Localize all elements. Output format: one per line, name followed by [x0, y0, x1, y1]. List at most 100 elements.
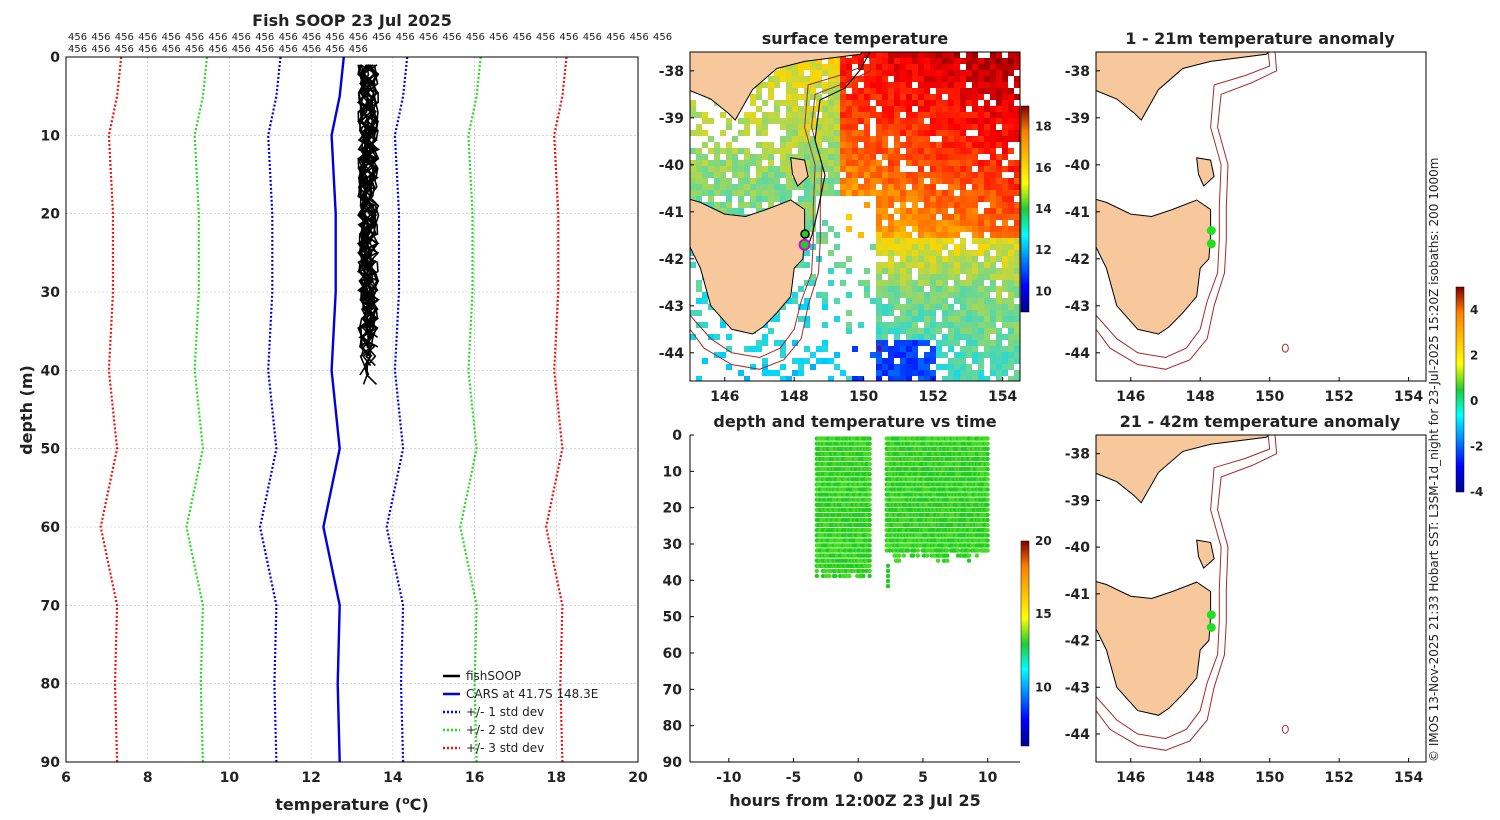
sst-cell	[942, 334, 948, 340]
sst-cell	[996, 160, 1002, 166]
sst-cell	[1014, 232, 1020, 238]
sst-cell	[816, 166, 822, 172]
anomaly-21-42-x-ticks: 146 148 150 152 154	[1116, 758, 1423, 786]
sst-cell	[888, 94, 894, 100]
sst-cell	[774, 178, 780, 184]
sst-cell	[792, 370, 798, 376]
sst-cell	[1008, 178, 1014, 184]
sst-cell	[894, 148, 900, 154]
depth-time-point	[976, 548, 981, 553]
sst-cell	[924, 148, 930, 154]
sst-cell	[810, 190, 816, 196]
sst-map-title: surface temperature	[762, 29, 949, 48]
sst-cell	[846, 166, 852, 172]
sst-cell	[984, 106, 990, 112]
depth-time-point	[820, 573, 826, 579]
sst-cell	[996, 286, 1002, 292]
sst-cell	[906, 208, 912, 214]
sst-cell	[1002, 364, 1008, 370]
sst-cell	[804, 154, 810, 160]
sst-cell	[834, 298, 840, 304]
sst-cell	[1008, 118, 1014, 124]
sst-cell	[714, 166, 720, 172]
sst-cell	[918, 130, 924, 136]
sst-cell	[912, 286, 918, 292]
sst-cell	[834, 166, 840, 172]
sst-cell	[1014, 316, 1020, 322]
sst-cell	[990, 106, 996, 112]
depth-time-point	[966, 553, 972, 558]
sst-cell	[864, 286, 870, 292]
sst-cell	[918, 106, 924, 112]
sst-cell	[774, 172, 780, 178]
sst-cell	[882, 340, 888, 346]
depth-time-point	[985, 522, 990, 528]
anomaly-1-21-y-tick-label: -44	[1065, 346, 1091, 362]
depth-time-point	[867, 543, 872, 548]
sst-cell	[732, 160, 738, 166]
anomaly-colorbar-ticks: 420-2-4	[1470, 303, 1483, 499]
sst-cell	[690, 310, 696, 316]
sst-cell	[894, 232, 900, 238]
sst-cell	[738, 178, 744, 184]
profile-count-label: 456	[513, 32, 532, 43]
sst-cell	[954, 136, 960, 142]
sst-cell	[888, 160, 894, 166]
sst-cell	[834, 190, 840, 196]
sst-cell	[930, 154, 936, 160]
sst-cell	[948, 124, 954, 130]
sst-cell	[804, 184, 810, 190]
sst-cell	[738, 130, 744, 136]
sst-cell	[990, 130, 996, 136]
sst-cell	[822, 100, 828, 106]
sst-cell	[876, 196, 882, 202]
sst-cell	[954, 178, 960, 184]
sst-cell	[984, 166, 990, 172]
sst-cell	[846, 172, 852, 178]
sst-cell	[696, 166, 702, 172]
sst-cell	[984, 208, 990, 214]
sst-cell	[900, 352, 906, 358]
sst-cell	[822, 136, 828, 142]
sst-cell	[900, 172, 906, 178]
sst-cell	[978, 238, 984, 244]
sst-cell	[804, 178, 810, 184]
sst-cell	[876, 232, 882, 238]
sst-cell	[792, 358, 798, 364]
sst-cell	[1008, 316, 1014, 322]
depth-time-x-tick-label: -5	[786, 770, 802, 786]
sst-cell	[1014, 370, 1020, 376]
sst-cell	[876, 328, 882, 334]
sst-cell	[912, 256, 918, 262]
sst-cell	[984, 334, 990, 340]
sst-ship-track-start-marker	[800, 229, 810, 239]
sst-cell	[960, 130, 966, 136]
sst-cell	[768, 76, 774, 82]
sst-cell	[1008, 88, 1014, 94]
sst-cell	[876, 280, 882, 286]
sst-cell	[864, 130, 870, 136]
sst-cell	[990, 154, 996, 160]
sst-cell	[912, 238, 918, 244]
sst-cell	[942, 70, 948, 76]
sst-cell	[846, 322, 852, 328]
sst-cell	[894, 70, 900, 76]
sst-cell	[912, 70, 918, 76]
sst-cell	[888, 352, 894, 358]
sst-cell	[744, 172, 750, 178]
sst-cell	[930, 316, 936, 322]
sst-cell	[900, 214, 906, 220]
sst-cell	[732, 190, 738, 196]
sst-cell	[738, 190, 744, 196]
sst-cell	[984, 190, 990, 196]
sst-ship-track	[807, 52, 871, 247]
sst-cell	[1014, 64, 1020, 70]
sst-cell	[738, 196, 744, 202]
sst-cell	[912, 100, 918, 106]
sst-cell	[870, 172, 876, 178]
sst-cell	[966, 118, 972, 124]
profile-count-row-1: 456 456 456 456 456 456 456 456 456 456 456 456 456 4…	[68, 32, 672, 43]
sst-cell	[960, 262, 966, 268]
sst-cell	[984, 322, 990, 328]
sst-cell	[900, 256, 906, 262]
